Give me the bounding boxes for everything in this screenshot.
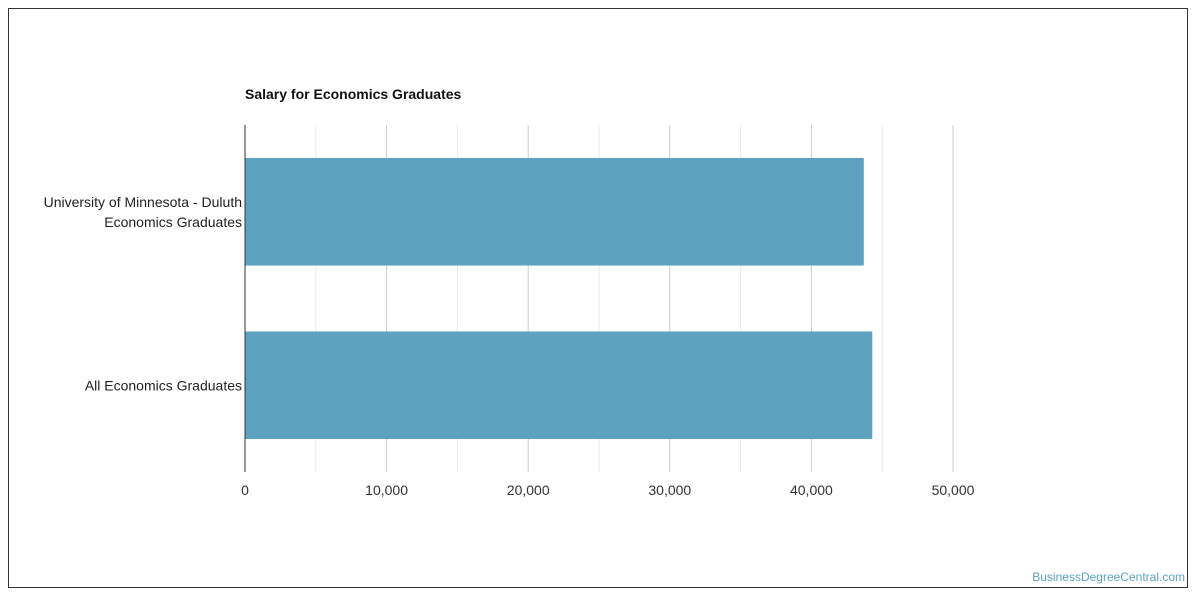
x-tick-labels: 0 10,000 20,000 30,000 40,000 50,000 — [241, 482, 975, 498]
category-label-0-1: Economics Graduates — [104, 214, 242, 230]
bars — [245, 157, 873, 440]
x-tick-label-1: 10,000 — [365, 482, 408, 498]
chart-title: Salary for Economics Graduates — [245, 86, 462, 102]
source-credit[interactable]: BusinessDegreeCentral.com — [1032, 570, 1185, 584]
x-tick-label-4: 40,000 — [790, 482, 833, 498]
bar-1[interactable] — [245, 331, 873, 440]
chart-frame — [8, 8, 1188, 588]
x-tick-label-0: 0 — [241, 482, 249, 498]
x-tick-label-5: 50,000 — [932, 482, 975, 498]
category-label-1-0: All Economics Graduates — [85, 377, 242, 393]
bar-0[interactable] — [245, 157, 864, 266]
x-tick-label-3: 30,000 — [648, 482, 691, 498]
category-label-0-0: University of Minnesota - Duluth — [44, 194, 242, 210]
category-labels: University of Minnesota - Duluth Economic… — [44, 194, 242, 394]
x-tick-label-2: 20,000 — [507, 482, 550, 498]
